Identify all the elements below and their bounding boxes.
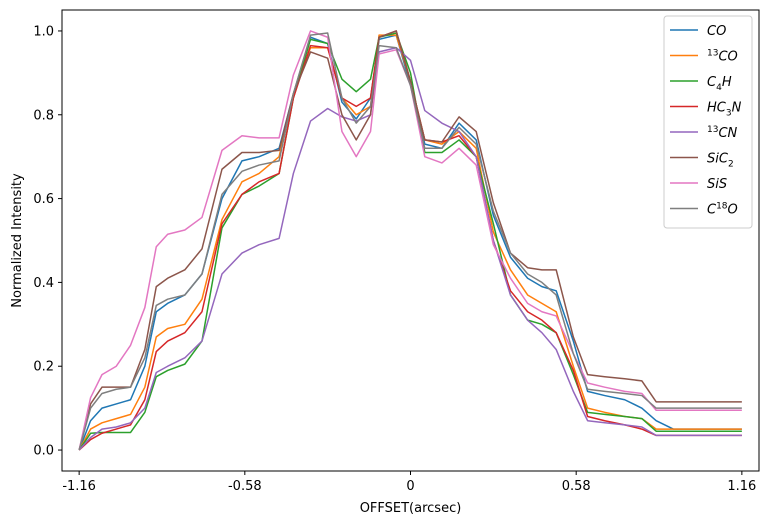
y-tick-label: 1.0 — [33, 24, 54, 39]
y-tick-label: 0.6 — [33, 192, 54, 207]
x-tick-label: 0 — [406, 479, 414, 494]
series-line-5 — [78, 30, 742, 451]
y-tick-label: 0.0 — [33, 444, 54, 459]
legend-box — [663, 15, 753, 229]
legend-entry: 13CO — [707, 49, 738, 65]
legend-entry: SiS — [707, 177, 727, 192]
y-axis-label: Normalized Intensity — [10, 173, 25, 308]
legend-entry: CO — [707, 24, 726, 39]
x-axis-ticks: -1.16 -0.58 0 0.58 1.16 — [62, 471, 756, 494]
legend-entry: 13CN — [707, 125, 738, 141]
x-tick-label: 0.58 — [562, 479, 591, 494]
legend-entry: C18O — [707, 202, 738, 218]
x-tick-label: -1.16 — [62, 479, 96, 494]
y-tick-label: 0.4 — [33, 276, 54, 291]
x-tick-label: -0.58 — [228, 479, 262, 494]
legend-entry: HC3N — [707, 101, 742, 119]
legend-entry: C4H — [707, 75, 732, 93]
y-tick-label: 0.8 — [33, 108, 54, 123]
x-tick-label: 1.16 — [727, 479, 756, 494]
x-axis-label: OFFSET(arcsec) — [360, 501, 462, 516]
series-layer — [78, 30, 742, 451]
series-line-7 — [78, 32, 742, 451]
y-tick-label: 0.2 — [33, 360, 54, 375]
legend-entry: SiC2 — [707, 152, 734, 170]
legend: CO 13CO C4H HC3N 13CN SiC2 SiS C18O — [663, 15, 753, 229]
y-axis-ticks: 0.0 0.2 0.4 0.6 0.8 1.0 — [33, 24, 62, 459]
